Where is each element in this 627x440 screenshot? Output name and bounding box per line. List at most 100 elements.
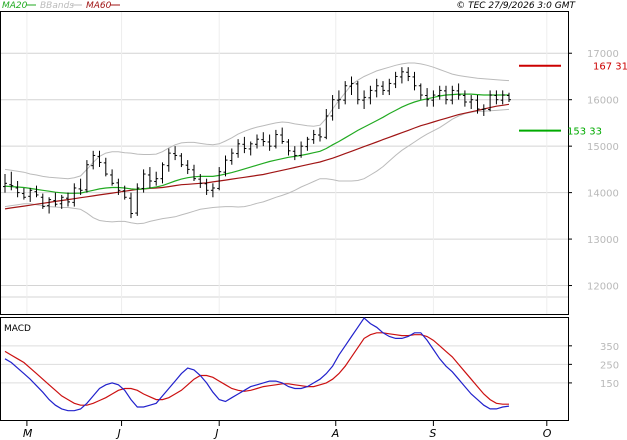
legend-bbands-label: BBands	[40, 1, 74, 11]
ohlc-bar	[462, 90, 467, 107]
ohlc-bar	[34, 185, 39, 198]
support-label: 153 33	[567, 127, 602, 138]
macd-signal-line	[4, 332, 509, 406]
ohlc-bar	[116, 178, 121, 195]
ohlc-bar	[475, 95, 480, 114]
macd-panel-title: MACD	[4, 324, 31, 334]
ohlc-bar	[229, 148, 234, 165]
ohlc-bar	[450, 85, 455, 105]
macd-line	[4, 317, 510, 412]
x-tick-label: J	[116, 427, 121, 440]
ohlc-bar	[173, 146, 178, 161]
ohlc-bar	[418, 83, 423, 100]
ohlc-bar	[343, 81, 348, 105]
ohlc-bar	[494, 90, 499, 105]
ohlc-bar	[286, 139, 291, 156]
ohlc-bar	[242, 136, 247, 154]
ohlc-bar	[311, 129, 316, 144]
ohlc-bar	[412, 71, 417, 91]
ohlc-bar	[292, 146, 297, 161]
ohlc-bar	[21, 187, 26, 200]
price-tick-label: 16000	[587, 96, 619, 107]
ohlc-bar	[362, 90, 367, 109]
ohlc-bar	[261, 132, 266, 147]
ohlc-bar	[97, 150, 102, 168]
ohlc-bar	[425, 88, 430, 107]
macd-gridlines	[1, 345, 568, 384]
ohlc-bar	[103, 157, 108, 177]
macd-axis-ticks: 350 250 150	[568, 342, 619, 390]
ohlc-bar	[185, 160, 190, 175]
ohlc-bar	[437, 85, 442, 100]
ohlc-bar	[84, 160, 89, 193]
ohlc-bar	[248, 141, 253, 156]
ohlc-bar	[456, 83, 461, 100]
ohlc-bar	[40, 193, 45, 209]
ohlc-bar	[110, 169, 115, 186]
macd-tick-label: 350	[600, 342, 619, 353]
price-tick-label: 14000	[587, 189, 619, 200]
ohlc-bar	[78, 178, 83, 195]
ohlc-bar	[273, 129, 278, 149]
macd-tick-label: 150	[600, 379, 619, 390]
ma60-line	[4, 103, 510, 210]
ohlc-bar	[507, 92, 511, 103]
ohlc-bar	[355, 81, 360, 105]
ohlc-bar	[9, 171, 14, 191]
price-axis-ticks: 17000 16000 15000 14000 13000 12000	[568, 49, 619, 293]
legend-ma60-label: MA60	[86, 1, 112, 11]
ohlc-bar	[129, 192, 133, 219]
ohlc-bar	[47, 197, 52, 214]
ohlc-bar	[330, 95, 335, 121]
ohlc-bar	[223, 155, 228, 177]
x-tick-label: O	[543, 427, 552, 440]
ohlc-bar	[500, 90, 505, 105]
legend: MA20 BBands MA60	[2, 1, 120, 11]
ohlc-bar	[204, 178, 209, 195]
ohlc-bar	[166, 148, 171, 172]
ohlc-bar	[59, 194, 64, 209]
ohlc-bar	[336, 90, 341, 109]
price-tick-label: 15000	[587, 142, 619, 153]
ohlc-bar	[255, 134, 259, 149]
ohlc-bar	[299, 141, 304, 158]
ohlc-bar	[160, 162, 165, 184]
bollinger-bands	[4, 62, 510, 225]
ohlc-bar	[72, 183, 77, 207]
ohlc-bar	[122, 185, 127, 200]
legend-ma20-label: MA20	[2, 1, 28, 11]
ohlc-bar	[236, 139, 241, 158]
ohlc-bar	[91, 150, 96, 170]
ohlc-bar	[267, 134, 272, 151]
ohlc-bar	[15, 181, 20, 198]
price-panel-border	[0, 11, 569, 315]
x-tick-label: J	[213, 427, 218, 440]
ohlc-bar	[387, 78, 392, 96]
price-tick-label: 12000	[587, 282, 619, 293]
ohlc-bar	[198, 174, 203, 188]
ohlc-bar	[381, 81, 385, 96]
ohlc-bar	[53, 192, 58, 207]
price-tick-label: 17000	[587, 49, 619, 60]
ohlc-bar	[444, 85, 448, 105]
resistance-label: 167 31	[593, 62, 627, 73]
ohlc-bar	[469, 95, 474, 109]
ohlc-bar	[217, 167, 222, 191]
ohlc-bars	[3, 67, 511, 219]
ohlc-bar	[192, 164, 196, 181]
ohlc-bar	[349, 76, 354, 96]
ohlc-bar	[210, 183, 215, 198]
support-resistance-levels: 167 31 153 33	[519, 62, 627, 138]
macd-tick-label: 250	[600, 360, 619, 371]
ohlc-bar	[28, 187, 33, 202]
copyright-label: © TEC 27/9/2026 3:0 GMT	[456, 1, 576, 11]
macd-panel-border	[0, 317, 569, 421]
moving-averages	[4, 93, 510, 210]
ohlc-bar	[406, 67, 411, 82]
ohlc-bar	[154, 171, 159, 186]
ohlc-bar	[141, 169, 146, 193]
ohlc-bar	[399, 67, 404, 84]
ohlc-bar	[431, 90, 436, 107]
